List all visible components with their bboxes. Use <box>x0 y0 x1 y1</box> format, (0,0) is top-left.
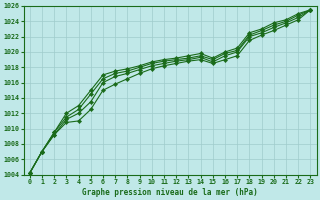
X-axis label: Graphe pression niveau de la mer (hPa): Graphe pression niveau de la mer (hPa) <box>82 188 258 197</box>
